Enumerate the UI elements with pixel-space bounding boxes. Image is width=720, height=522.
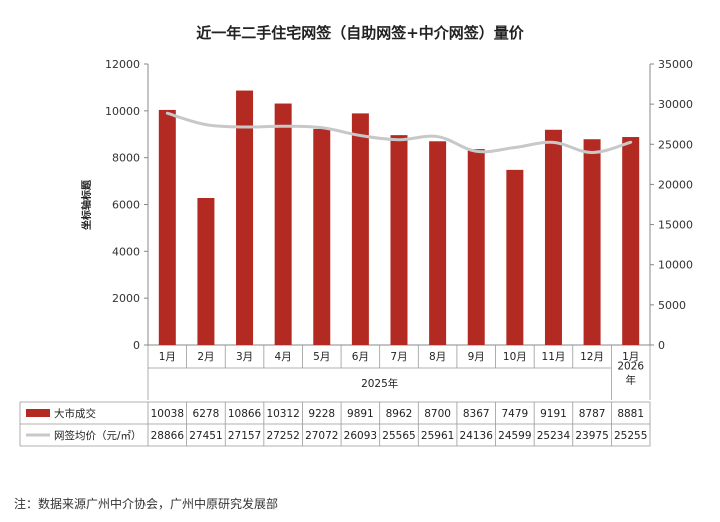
line-value-cell: 23975 — [575, 430, 608, 442]
left-tick-label: 10000 — [105, 105, 140, 118]
bar-value-cell: 6278 — [193, 408, 220, 420]
line-value-cell: 28866 — [151, 430, 185, 442]
bar — [506, 169, 524, 345]
category-label: 6月 — [352, 351, 369, 363]
line-value-cell: 24136 — [460, 430, 494, 442]
year-label: 2025年 — [361, 377, 398, 390]
line-value-cell: 25961 — [421, 430, 454, 442]
right-tick-label: 30000 — [658, 98, 693, 111]
legend-bar-key — [26, 409, 50, 417]
bar — [236, 90, 254, 345]
category-label: 1月 — [622, 351, 639, 363]
bar — [197, 197, 215, 345]
category-label: 12月 — [580, 351, 604, 363]
bar — [313, 128, 331, 345]
line-value-cell: 24599 — [498, 430, 531, 442]
legend-line-label: 网签均价（元/㎡） — [54, 429, 142, 442]
bar-value-cell: 10038 — [151, 408, 184, 420]
bar — [544, 129, 562, 345]
bar-value-cell: 8787 — [579, 408, 606, 420]
right-tick-label: 10000 — [658, 259, 693, 272]
category-label: 3月 — [236, 351, 253, 363]
price-line — [165, 111, 633, 155]
bar-value-cell: 9228 — [308, 408, 335, 420]
bar-value-cell: 10312 — [266, 408, 299, 420]
left-tick-label: 6000 — [112, 199, 140, 212]
bar-value-cell: 8367 — [463, 408, 490, 420]
bar — [158, 109, 176, 345]
left-axis-title: 坐标轴标题 — [80, 179, 93, 230]
right-tick-label: 15000 — [658, 219, 693, 232]
right-tick-label: 5000 — [658, 299, 686, 312]
chart-title: 近一年二手住宅网签（自助网签+中介网签）量价 — [196, 24, 525, 42]
bar — [429, 141, 447, 345]
category-label: 7月 — [390, 351, 407, 363]
year-label: 年 — [625, 374, 636, 387]
line-value-cell: 27157 — [228, 430, 261, 442]
bar-value-cell: 8700 — [424, 408, 451, 420]
right-tick-label: 20000 — [658, 178, 693, 191]
bar — [351, 113, 369, 346]
left-tick-label: 12000 — [105, 58, 140, 71]
category-label: 8月 — [429, 351, 446, 363]
bar — [274, 103, 292, 345]
category-label: 9月 — [468, 351, 485, 363]
line-value-cell: 27451 — [189, 430, 222, 442]
bar-value-cell: 7479 — [501, 408, 528, 420]
category-label: 11月 — [542, 351, 566, 363]
category-label: 4月 — [275, 351, 292, 363]
legend-bar-label: 大市成交 — [54, 407, 96, 420]
line-value-cell: 25255 — [614, 430, 647, 442]
line-value-cell: 25565 — [382, 430, 415, 442]
right-tick-label: 0 — [658, 339, 665, 352]
bar-value-cell: 10866 — [228, 408, 262, 420]
data-table: 1月 2月 3月 4月 5月 6月 7月 8月 9月 10月 11月 12月 1月 2025年 2026年大… — [19, 345, 651, 447]
bar — [583, 139, 601, 345]
line-value-cell: 27072 — [305, 430, 338, 442]
category-label: 1月 — [159, 351, 176, 363]
left-tick-label: 0 — [133, 339, 140, 352]
right-tick-label: 25000 — [658, 138, 693, 151]
line-value-cell: 25234 — [537, 430, 571, 442]
bar-series — [158, 90, 640, 346]
bar-value-cell: 9191 — [540, 408, 567, 420]
line-series — [165, 111, 633, 155]
category-label: 2月 — [197, 351, 214, 363]
category-label: 5月 — [313, 351, 330, 363]
bar — [622, 137, 640, 345]
bar — [390, 135, 408, 345]
line-value-cell: 27252 — [266, 430, 299, 442]
left-tick-label: 2000 — [112, 292, 140, 305]
year-label: 2026 — [617, 361, 644, 373]
bar-value-cell: 8881 — [617, 408, 644, 420]
category-label: 10月 — [503, 351, 527, 363]
left-axis: 0 2000 4000 6000 8000 10000 12000 — [105, 58, 148, 352]
left-tick-label: 8000 — [112, 152, 140, 165]
bar-value-cell: 9891 — [347, 408, 374, 420]
right-tick-label: 35000 — [658, 58, 693, 71]
line-value-cell: 26093 — [344, 430, 377, 442]
left-tick-label: 4000 — [112, 245, 140, 258]
bar — [467, 149, 485, 345]
source-note: 注：数据来源广州中介协会，广州中原研究发展部 — [14, 496, 278, 511]
bar-value-cell: 8962 — [386, 408, 413, 420]
right-axis: 0 5000 10000 15000 20000 25000 30000 35000 — [650, 58, 693, 352]
